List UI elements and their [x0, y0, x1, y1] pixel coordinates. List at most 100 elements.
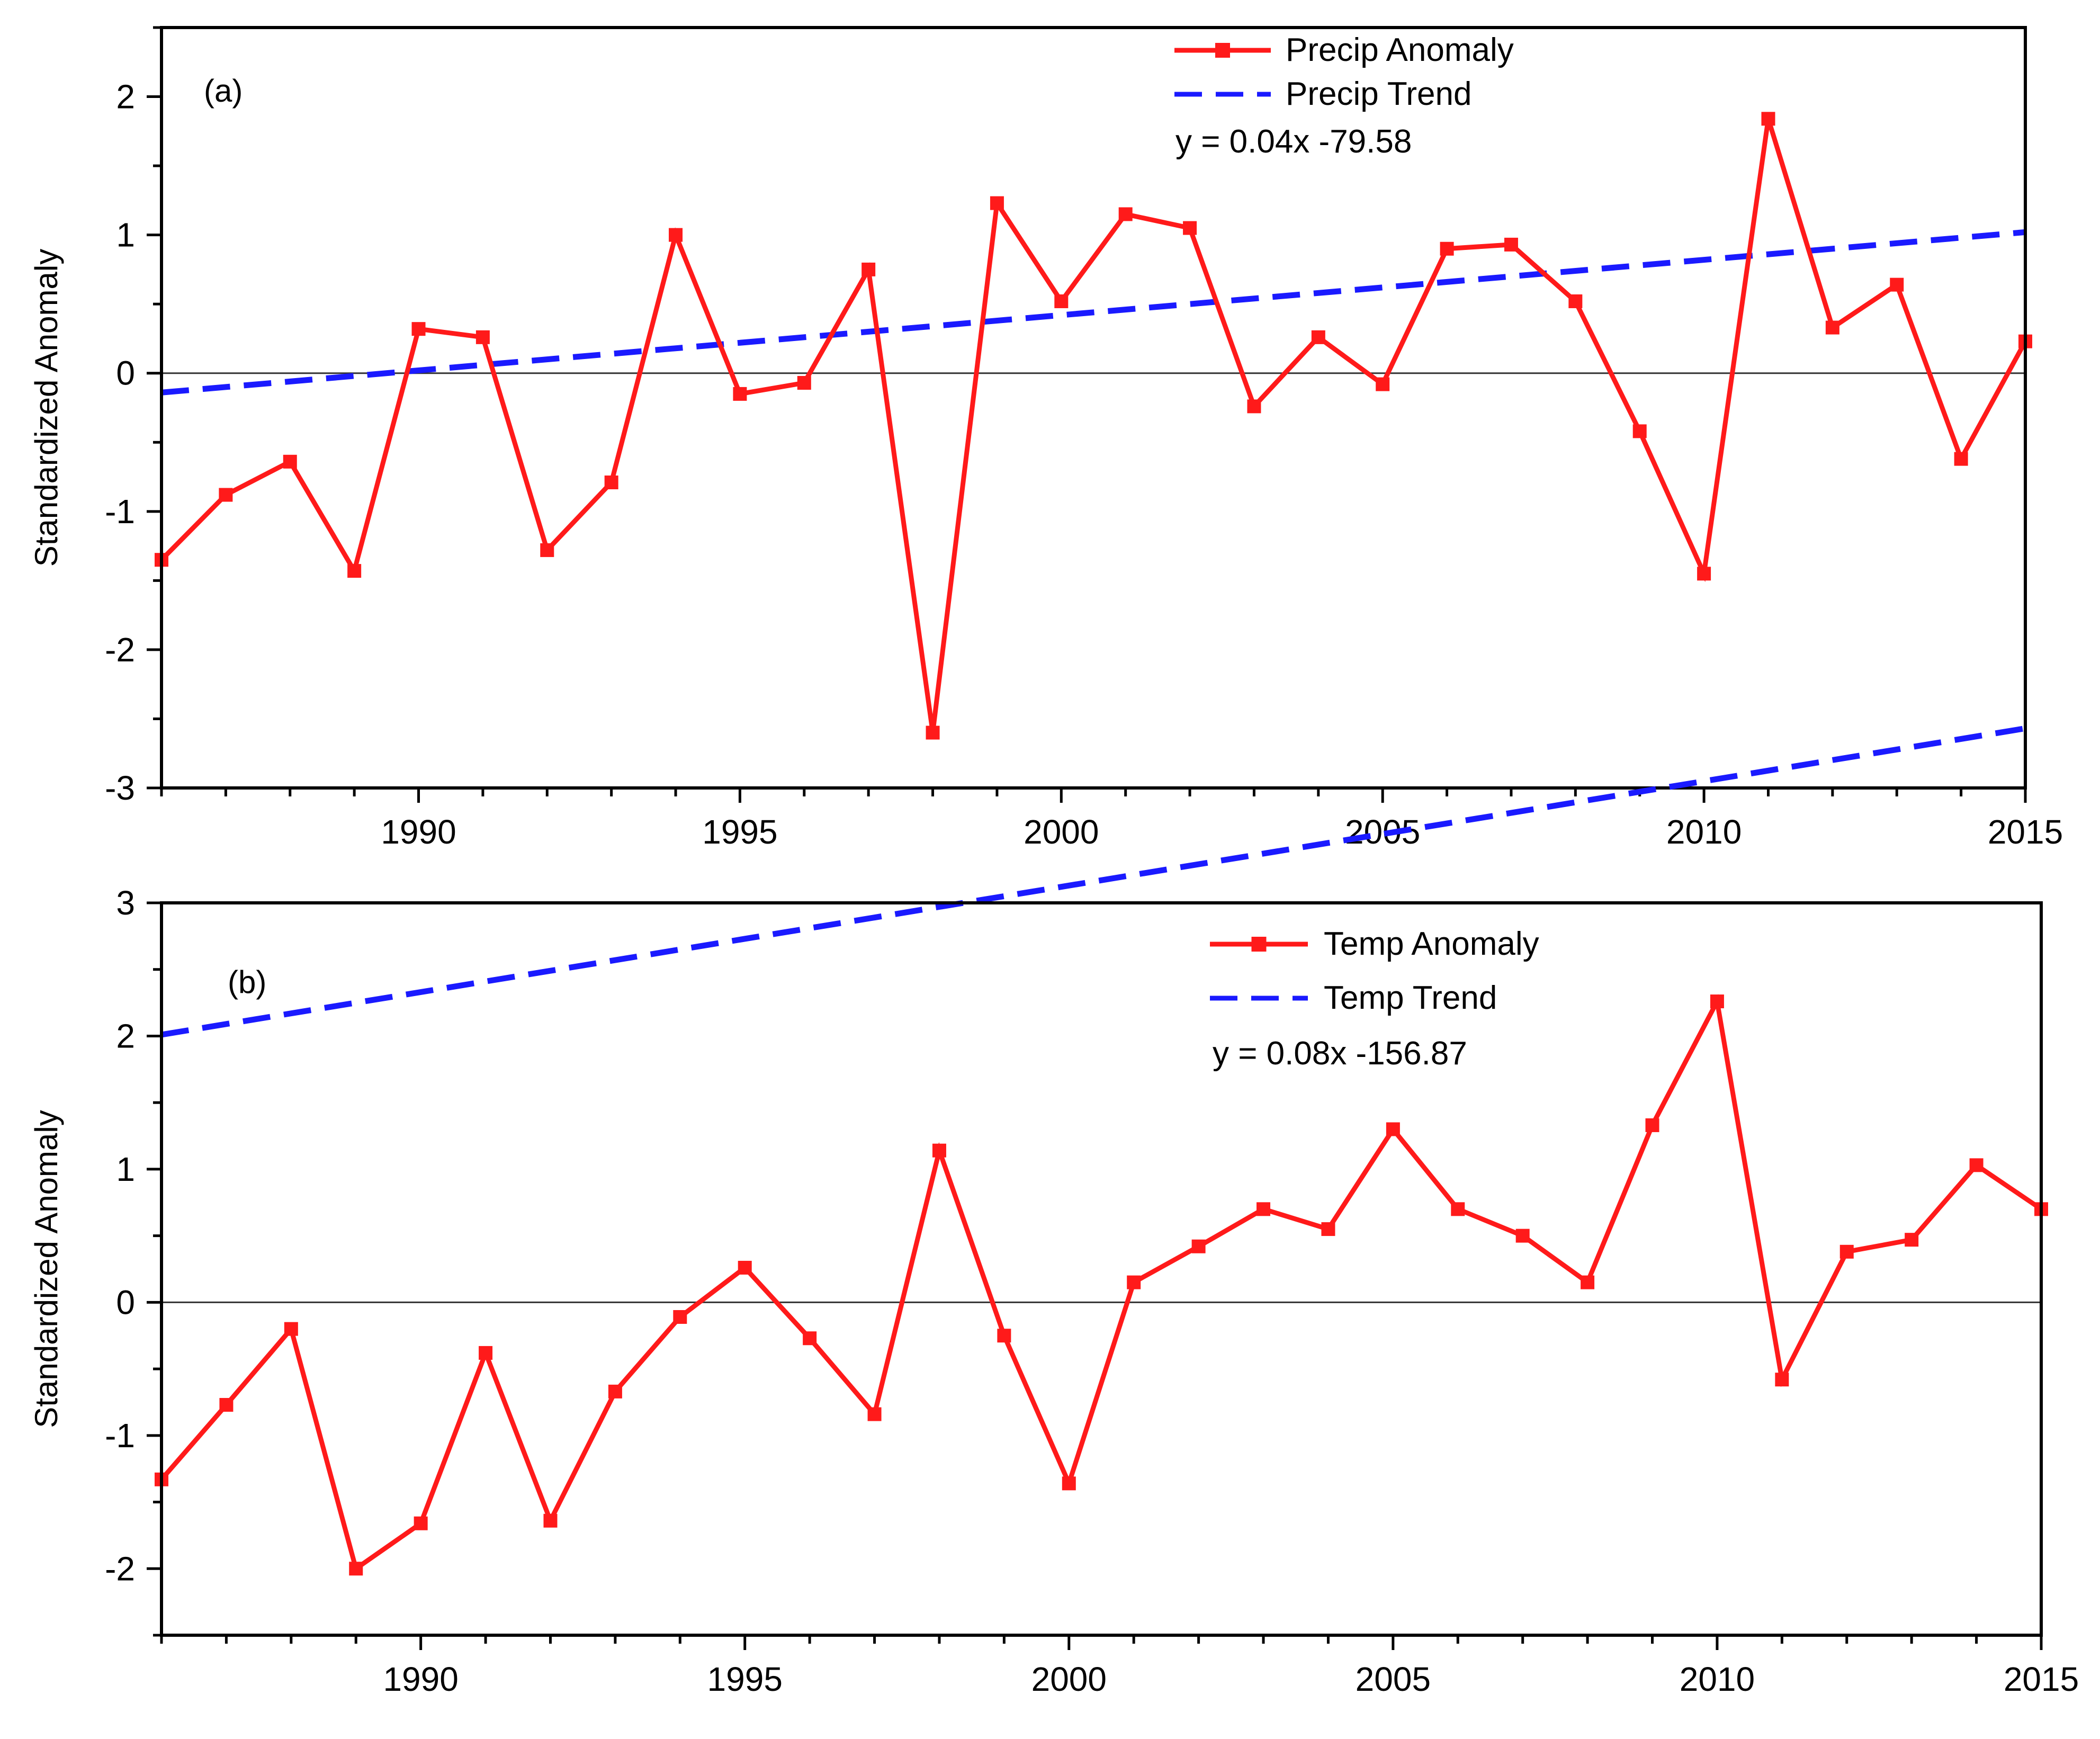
- y-tick-label: 0: [116, 354, 135, 392]
- data-point-1992: [540, 543, 554, 557]
- data-point-2008: [1568, 294, 1583, 308]
- panel-label: (b): [228, 964, 266, 1000]
- data-point-1994: [669, 228, 683, 242]
- panel-label: (a): [204, 73, 243, 109]
- data-point-2003: [1257, 1202, 1271, 1216]
- trend-equation: y = 0.04x -79.58: [1175, 123, 1412, 160]
- y-tick-label: 0: [116, 1283, 135, 1321]
- y-tick-label: 1: [116, 216, 135, 254]
- data-point-1997: [861, 262, 876, 276]
- legend-marker-anomaly: [1251, 937, 1267, 952]
- data-point-1995: [733, 387, 747, 401]
- data-point-1991: [475, 330, 490, 344]
- data-point-2001: [1127, 1275, 1141, 1289]
- data-point-1990: [411, 322, 426, 336]
- trend-equation: y = 0.08x -156.87: [1213, 1035, 1467, 1072]
- trend-line: [161, 229, 2026, 396]
- data-point-2010: [1710, 994, 1724, 1009]
- data-point-2009: [1645, 1118, 1659, 1132]
- x-tick-label: 1995: [707, 1660, 783, 1698]
- data-point-1988: [284, 1322, 298, 1336]
- data-point-1994: [673, 1310, 687, 1324]
- trend-line: [161, 725, 2029, 1038]
- data-point-2001: [1118, 207, 1133, 221]
- data-point-2000: [1054, 294, 1069, 308]
- data-point-1996: [803, 1331, 817, 1346]
- legend: Temp Anomaly Temp Trend y = 0.08x -156.87: [1210, 926, 1539, 1072]
- data-point-1999: [997, 1329, 1011, 1343]
- legend-label-anomaly: Precip Anomaly: [1286, 32, 1514, 68]
- data-point-2012: [1825, 320, 1839, 335]
- data-point-1993: [608, 1384, 622, 1399]
- y-tick-label: -1: [105, 1417, 135, 1455]
- data-point-1992: [543, 1513, 558, 1528]
- anomaly-line: [159, 994, 2043, 1573]
- data-point-2005: [1376, 377, 1390, 391]
- data-point-2010: [1697, 567, 1711, 581]
- data-point-2004: [1311, 330, 1325, 344]
- data-point-1987: [219, 1397, 234, 1412]
- y-axis-title: Standardized Anomaly: [29, 1110, 64, 1428]
- data-point-1997: [867, 1407, 882, 1421]
- y-tick-label: -2: [105, 631, 135, 669]
- data-point-2013: [1905, 1233, 1919, 1247]
- legend-label-anomaly: Temp Anomaly: [1324, 926, 1539, 962]
- y-tick-label: 3: [116, 884, 135, 922]
- plot-frame: [160, 901, 2043, 1637]
- y-tick-label: -2: [105, 1549, 135, 1588]
- data-point-2014: [1969, 1158, 1984, 1172]
- data-point-2011: [1775, 1373, 1789, 1387]
- data-point-1999: [990, 196, 1004, 210]
- y-tick-label: 2: [116, 78, 135, 116]
- data-point-1990: [414, 1516, 428, 1530]
- plot-frame: [160, 26, 2027, 790]
- data-point-2012: [1839, 1244, 1854, 1259]
- data-point-2004: [1321, 1222, 1335, 1236]
- x-tick-label: 1990: [381, 813, 456, 851]
- data-point-1996: [797, 376, 811, 390]
- data-point-2000: [1062, 1476, 1076, 1491]
- data-point-2007: [1515, 1229, 1530, 1243]
- data-point-1998: [926, 725, 940, 740]
- data-point-1989: [347, 564, 362, 578]
- data-point-2009: [1632, 424, 1647, 438]
- x-tick-label: 2010: [1680, 1660, 1755, 1698]
- y-tick-label: -3: [105, 769, 135, 807]
- y-tick-label: 1: [116, 1150, 135, 1188]
- data-point-1987: [219, 488, 233, 502]
- x-tick-label: 2005: [1356, 1660, 1431, 1698]
- x-tick-label: 1990: [383, 1660, 458, 1698]
- data-point-2002: [1191, 1239, 1206, 1253]
- y-axis-title: Standardized Anomaly: [29, 249, 64, 567]
- x-tick-label: 2010: [1666, 813, 1742, 851]
- data-point-2008: [1581, 1275, 1595, 1289]
- x-tick-label: 2015: [2004, 1660, 2079, 1698]
- chart-panel-a: 1990 1995 2000 2005 2010 2015-3-2-1012Standar…: [29, 26, 2063, 851]
- x-tick-label: 2000: [1031, 1660, 1107, 1698]
- data-point-2006: [1451, 1202, 1465, 1216]
- x-tick-label: 2015: [1988, 813, 2063, 851]
- data-point-1988: [283, 454, 297, 469]
- data-point-1993: [604, 475, 618, 489]
- data-point-2006: [1440, 241, 1454, 256]
- legend-label-trend: Temp Trend: [1324, 980, 1497, 1016]
- data-point-2013: [1890, 277, 1904, 292]
- data-point-2003: [1247, 399, 1261, 414]
- data-point-2007: [1504, 237, 1518, 252]
- y-tick-label: -1: [105, 492, 135, 531]
- data-point-2014: [1954, 452, 1968, 466]
- x-tick-label: 2000: [1024, 813, 1099, 851]
- chart-panel-b: 1990 1995 2000 2005 2010 2015 -2 -1 0 1 2 3 Standard…: [29, 725, 2079, 1698]
- y-tick-label: 2: [116, 1017, 135, 1055]
- data-point-2005: [1386, 1122, 1400, 1136]
- data-point-1989: [349, 1562, 363, 1576]
- data-point-2002: [1183, 221, 1197, 235]
- legend-label-trend: Precip Trend: [1286, 76, 1472, 112]
- legend-marker-anomaly: [1215, 43, 1230, 58]
- x-tick-label: 1995: [702, 813, 777, 851]
- anomaly-line: [159, 118, 2027, 733]
- data-point-1995: [738, 1260, 752, 1275]
- data-point-2011: [1761, 112, 1775, 126]
- legend: Precip Anomaly Precip Trend y = 0.04x -79.…: [1174, 32, 1514, 160]
